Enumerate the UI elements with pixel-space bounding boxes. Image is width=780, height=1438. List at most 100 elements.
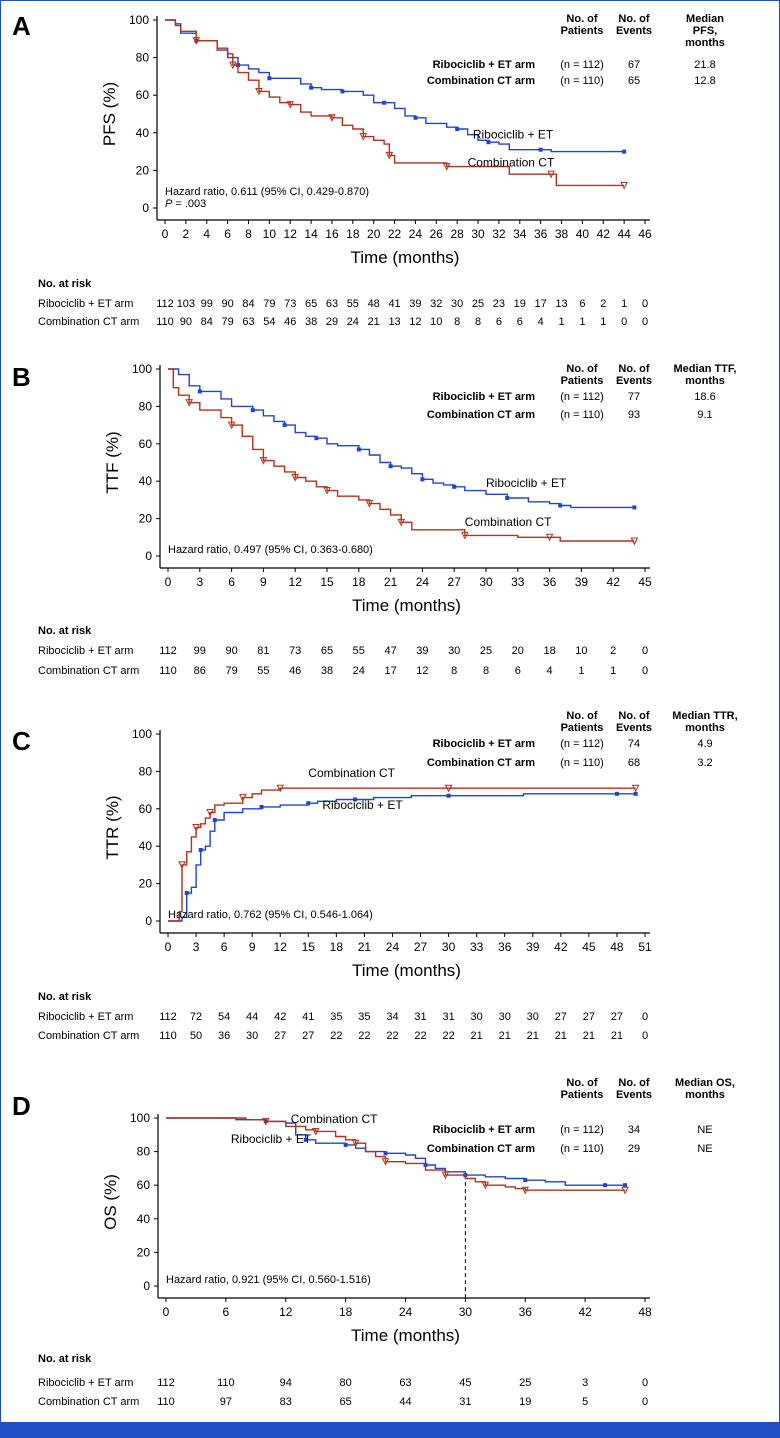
- risk-value: 34: [386, 1011, 398, 1023]
- x-tick-label: 18: [339, 1305, 353, 1319]
- risk-row-label: Combination CT arm: [38, 316, 139, 328]
- x-tick-label: 2: [183, 227, 190, 241]
- risk-value: 110: [157, 1396, 175, 1408]
- series-line-ribociclib: [165, 19, 625, 153]
- censor-mark: [343, 1142, 348, 1147]
- risk-value: 23: [493, 298, 505, 310]
- risk-value: 29: [326, 316, 338, 328]
- annotation: P = .003: [165, 198, 206, 210]
- x-tick-label: 39: [575, 575, 589, 589]
- header-median-line: months: [685, 1089, 725, 1101]
- risk-value: 4: [547, 665, 553, 677]
- header-events-line: Events: [616, 375, 652, 387]
- table-events: 67: [628, 59, 640, 71]
- x-tick-label: 24: [416, 575, 430, 589]
- risk-value: 30: [448, 645, 460, 657]
- table-patients: (n = 112): [560, 59, 604, 71]
- y-tick-label: 80: [139, 399, 153, 413]
- risk-value: 110: [217, 1377, 235, 1389]
- risk-value: 55: [347, 298, 359, 310]
- x-tick-label: 42: [554, 940, 568, 954]
- table-events: 29: [628, 1143, 640, 1155]
- table-median: 21.8: [694, 59, 715, 71]
- risk-value: 32: [430, 298, 442, 310]
- censor-mark: [351, 1139, 360, 1148]
- risk-value: 20: [512, 645, 524, 657]
- censor-mark: [291, 473, 300, 482]
- risk-value: 19: [514, 298, 526, 310]
- series-label: Combination CT: [465, 515, 552, 529]
- censor-mark: [197, 389, 202, 394]
- x-tick-label: 48: [610, 940, 624, 954]
- header-events-line: Events: [616, 25, 652, 37]
- x-tick-label: 48: [638, 1305, 652, 1319]
- risk-value: 65: [321, 645, 333, 657]
- risk-value: 41: [388, 298, 400, 310]
- censor-mark: [481, 1181, 490, 1190]
- header-median-line: months: [685, 375, 725, 387]
- x-tick-label: 46: [638, 227, 652, 241]
- risk-value: 19: [519, 1396, 531, 1408]
- censor-mark: [545, 533, 554, 542]
- risk-value: 65: [305, 298, 317, 310]
- risk-value: 36: [218, 1030, 230, 1042]
- x-tick-label: 6: [228, 575, 235, 589]
- header-patients-line: No. of: [566, 363, 597, 375]
- y-tick-label: 0: [143, 1279, 150, 1293]
- table-events: 68: [628, 757, 640, 769]
- risk-value: 30: [246, 1030, 258, 1042]
- risk-value: 22: [442, 1030, 454, 1042]
- censor-mark: [306, 801, 311, 806]
- header-patients-line: No. of: [566, 710, 597, 722]
- x-tick-label: 18: [346, 227, 360, 241]
- censor-mark: [442, 163, 451, 171]
- risk-value: 63: [242, 316, 254, 328]
- risk-value: 38: [321, 665, 333, 677]
- risk-value: 27: [611, 1011, 623, 1023]
- series-label: Combination CT: [291, 1112, 378, 1126]
- x-tick-label: 18: [330, 940, 344, 954]
- risk-value: 38: [305, 316, 317, 328]
- series-line-combination: [168, 787, 636, 922]
- risk-value: 110: [159, 665, 177, 677]
- risk-value: 73: [284, 298, 296, 310]
- table-patients: (n = 110): [560, 409, 604, 421]
- risk-value: 25: [480, 645, 492, 657]
- panel-label: C: [12, 726, 31, 756]
- risk-value: 44: [399, 1396, 411, 1408]
- y-axis-label: OS (%): [101, 1174, 120, 1230]
- x-tick-label: 6: [224, 227, 231, 241]
- x-tick-label: 24: [399, 1305, 413, 1319]
- risk-value: 44: [246, 1011, 258, 1023]
- risk-value: 30: [451, 298, 463, 310]
- risk-value: 17: [384, 665, 396, 677]
- table-events: 93: [628, 409, 640, 421]
- risk-value: 25: [519, 1377, 531, 1389]
- risk-value: 30: [527, 1011, 539, 1023]
- censor-mark: [178, 861, 186, 870]
- header-median: Median PFS, months: [685, 13, 725, 49]
- risk-title: No. at risk: [38, 1353, 92, 1365]
- censor-mark: [259, 804, 264, 809]
- y-tick-label: 100: [132, 362, 152, 376]
- x-tick-label: 44: [617, 227, 631, 241]
- censor-mark: [460, 531, 469, 540]
- y-tick-label: 20: [136, 163, 150, 177]
- censor-mark: [452, 484, 457, 489]
- risk-value: 63: [326, 298, 338, 310]
- risk-title: No. at risk: [38, 625, 92, 637]
- risk-value: 110: [156, 316, 174, 328]
- risk-value: 21: [368, 316, 380, 328]
- x-tick-label: 15: [320, 575, 334, 589]
- y-tick-label: 80: [137, 1145, 151, 1159]
- risk-value: 3: [582, 1377, 588, 1389]
- risk-value: 84: [242, 298, 254, 310]
- x-axis-label: Time (months): [352, 596, 461, 615]
- y-tick-label: 80: [136, 51, 150, 65]
- y-tick-label: 0: [145, 914, 152, 928]
- y-tick-label: 60: [139, 802, 153, 816]
- y-tick-label: 60: [136, 88, 150, 102]
- risk-value: 83: [280, 1396, 292, 1408]
